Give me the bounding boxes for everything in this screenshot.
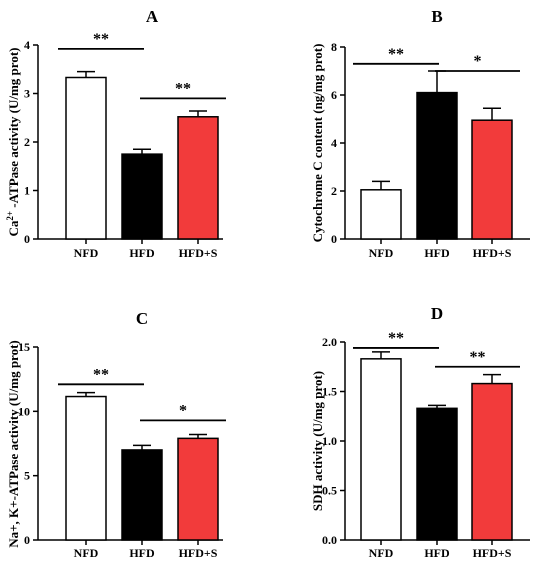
significance-label: ** <box>388 330 404 347</box>
bar-hfd-plus-s <box>471 382 513 541</box>
y-tick-label: 15 <box>18 340 30 354</box>
x-tick-label: HFD <box>424 546 450 560</box>
panel-title: A <box>146 7 159 26</box>
y-tick-label: 2 <box>24 135 30 149</box>
chart-panel-d: D SDH activity (U/mg prot) 0.0 0.5 1.0 1.5 2.0… <box>310 304 530 560</box>
x-tick-label: HFD <box>129 546 155 560</box>
chart-panel-a: A Ca2+ -ATPase activity (U/mg prot)0 1 2 3 4 N… <box>5 7 226 260</box>
y-axis-label: SDH activity (U/mg prot) <box>310 371 325 511</box>
y-axis-label: Ca2+ -ATPase activity (U/mg prot) <box>5 48 21 237</box>
x-tick-label: NFD <box>74 246 99 260</box>
y-tick-label: 10 <box>18 404 30 418</box>
significance-label: ** <box>175 80 191 97</box>
bar-hfd <box>416 91 458 240</box>
y-tick-label: 5 <box>24 469 30 483</box>
x-tick-label: NFD <box>74 546 99 560</box>
bar-nfd <box>65 76 107 240</box>
y-axis-label: Na+, K+-ATPase activity (U/mg prot) <box>6 340 21 548</box>
x-tick-label: HFD <box>129 246 155 260</box>
x-tick-label: HFD+S <box>473 246 512 260</box>
chart-panel-b: B Cytochrome C content (ng/mg prot) 0 2 4 6 8 N… <box>310 7 530 260</box>
x-tick-label: HFD+S <box>473 546 512 560</box>
bar-hfd <box>121 153 163 240</box>
bar-hfd <box>416 407 458 541</box>
bar-hfd-plus-s <box>177 116 219 240</box>
significance-label: * <box>179 402 187 419</box>
bar-nfd <box>360 358 402 541</box>
y-tick-label: 6 <box>331 88 337 102</box>
panel-title: B <box>431 7 442 26</box>
panel-title: D <box>431 304 443 323</box>
y-tick-label: 1.5 <box>322 385 337 399</box>
y-tick-label: 0.0 <box>322 533 337 547</box>
bar-hfd-plus-s <box>177 437 219 541</box>
x-tick-label: NFD <box>369 246 394 260</box>
panel-title: C <box>136 309 148 328</box>
y-axis-label: Cytochrome C content (ng/mg prot) <box>310 44 325 243</box>
y-tick-label: 0 <box>24 232 30 246</box>
x-tick-label: HFD+S <box>179 246 218 260</box>
y-tick-label: 0 <box>24 533 30 547</box>
y-tick-label: 2.0 <box>322 335 337 349</box>
y-tick-label: 4 <box>331 136 337 150</box>
y-tick-label: 1.0 <box>322 434 337 448</box>
y-tick-label: 0.5 <box>322 484 337 498</box>
y-tick-label: 4 <box>24 38 30 52</box>
y-tick-label: 2 <box>331 184 337 198</box>
bar-hfd-plus-s <box>471 119 513 240</box>
significance-label: * <box>474 53 482 70</box>
y-tick-label: 0 <box>331 232 337 246</box>
significance-label: ** <box>93 31 109 48</box>
bar-nfd <box>360 189 402 240</box>
x-tick-label: NFD <box>369 546 394 560</box>
bar-hfd <box>121 449 163 541</box>
bar-nfd <box>65 395 107 541</box>
y-tick-label: 3 <box>24 87 30 101</box>
x-tick-label: HFD <box>424 246 450 260</box>
y-tick-label: 8 <box>331 40 337 54</box>
significance-label: ** <box>93 366 109 383</box>
chart-panel-c: C Na+, K+-ATPase activity (U/mg prot) 0 5 10… <box>6 309 226 560</box>
significance-label: ** <box>470 349 486 366</box>
significance-label: ** <box>388 46 404 63</box>
x-tick-label: HFD+S <box>179 546 218 560</box>
y-tick-label: 1 <box>24 184 30 198</box>
